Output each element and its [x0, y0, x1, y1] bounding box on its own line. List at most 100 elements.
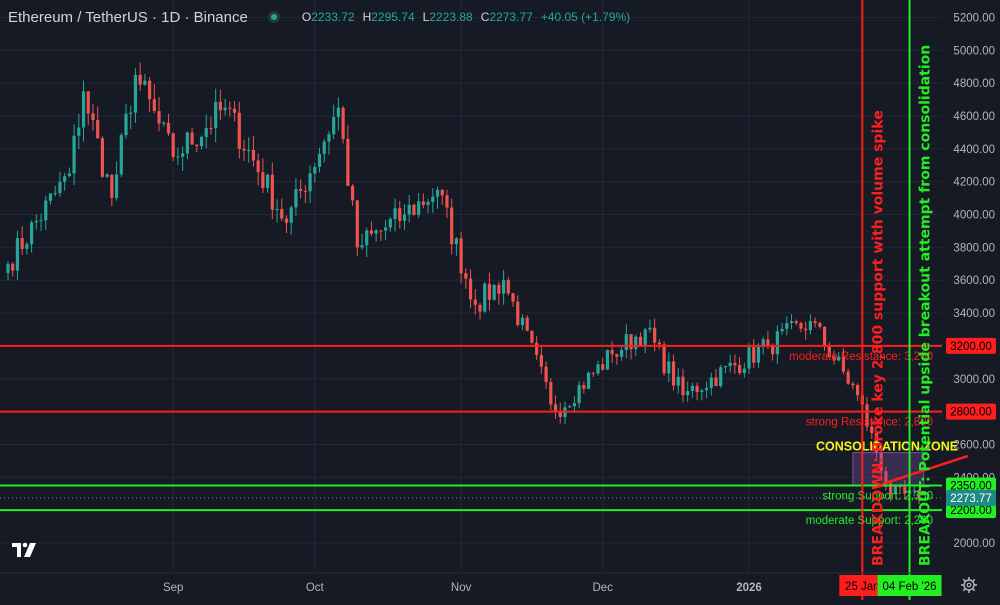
candle-body: [426, 202, 430, 205]
candle: [700, 388, 704, 401]
candle-body: [30, 222, 34, 245]
candle-body: [676, 376, 680, 386]
candle: [105, 173, 109, 178]
price-tick-label: 3600.00: [953, 275, 995, 287]
candle: [553, 395, 558, 419]
candle: [30, 220, 34, 253]
candle: [365, 227, 369, 258]
candle-body: [912, 490, 916, 492]
candle-body: [478, 304, 482, 312]
candle: [893, 485, 897, 495]
candle-body: [610, 350, 614, 355]
candle-body: [421, 201, 425, 205]
candle-body: [733, 362, 737, 366]
candle: [747, 343, 751, 374]
candle: [355, 200, 359, 256]
candle-body: [837, 356, 841, 361]
price-tick-label: 5000.00: [953, 45, 995, 57]
candle: [785, 316, 789, 336]
candle-body: [114, 174, 119, 199]
candle-body: [190, 132, 194, 145]
candle: [450, 198, 454, 255]
candle: [91, 104, 95, 131]
level-price-tag-text: 2200.00: [950, 505, 992, 517]
candle: [643, 327, 647, 353]
candle: [81, 80, 86, 142]
candle: [912, 486, 916, 497]
candle: [690, 383, 694, 398]
candle: [232, 101, 237, 122]
candle-body: [388, 218, 392, 228]
candle-body: [808, 321, 812, 331]
candle-body: [454, 238, 458, 245]
candle-body: [544, 366, 548, 383]
candle: [851, 381, 855, 390]
candle-body: [266, 174, 270, 189]
candle-body: [856, 385, 860, 396]
candle: [648, 319, 652, 333]
symbol-title[interactable]: Ethereum / TetherUS · 1D · Binance: [8, 8, 248, 26]
last-price-tag: 2273.77: [946, 490, 996, 507]
candle-body: [48, 193, 53, 201]
time-tick-label: Dec: [592, 582, 613, 594]
candle-body: [643, 329, 647, 346]
candle: [185, 131, 189, 160]
candle-body: [667, 361, 671, 374]
candle-body: [794, 321, 798, 324]
candle-body: [355, 200, 359, 248]
candle-body: [487, 283, 492, 300]
candle: [369, 221, 374, 236]
candle: [624, 324, 628, 359]
candle-body: [884, 471, 888, 483]
candle-body: [393, 208, 397, 219]
candle-body: [299, 189, 303, 191]
candle-body: [294, 189, 298, 208]
candle-body: [133, 74, 138, 113]
candle: [393, 198, 397, 232]
candle: [6, 261, 10, 281]
candle: [63, 172, 67, 191]
price-tick-label: 4200.00: [953, 177, 995, 189]
candle: [487, 272, 492, 311]
tradingview-logo-icon[interactable]: [10, 540, 38, 565]
gear-icon[interactable]: [960, 576, 978, 599]
candle-body: [752, 347, 756, 363]
candle-body: [818, 323, 822, 327]
candle: [110, 174, 114, 207]
time-tick-label: Sep: [163, 582, 183, 594]
date-tag-bg: [877, 575, 942, 596]
candle-body: [879, 452, 883, 472]
level-label: moderate Resistance: 3,200: [789, 351, 933, 363]
candle: [171, 132, 175, 161]
candle: [336, 97, 340, 131]
candle: [832, 350, 836, 365]
candle: [195, 144, 199, 153]
candle-body: [360, 245, 364, 248]
candle-body: [199, 136, 204, 147]
level-price-tag: 3200.00: [946, 337, 996, 354]
time-tick-label: Oct: [306, 582, 325, 594]
candle-body: [384, 227, 388, 231]
date-tag: 04 Feb '26: [877, 575, 942, 596]
level-label: moderate Support: 2,200: [806, 515, 933, 527]
candle: [313, 163, 317, 184]
candle: [289, 205, 293, 235]
candle-body: [261, 172, 265, 189]
candle-body: [303, 190, 307, 192]
candle: [44, 195, 48, 230]
candle: [166, 113, 171, 136]
candle: [827, 341, 831, 358]
level-price-tag: 2800.00: [946, 403, 996, 420]
candle: [917, 488, 921, 505]
candle: [506, 276, 510, 296]
candle: [67, 167, 71, 178]
candle: [591, 371, 595, 378]
candle-body: [530, 330, 534, 343]
candle-body: [520, 317, 525, 326]
candle: [667, 352, 671, 382]
candle-body: [91, 113, 95, 120]
candle-body: [719, 367, 723, 386]
candle: [308, 165, 312, 204]
